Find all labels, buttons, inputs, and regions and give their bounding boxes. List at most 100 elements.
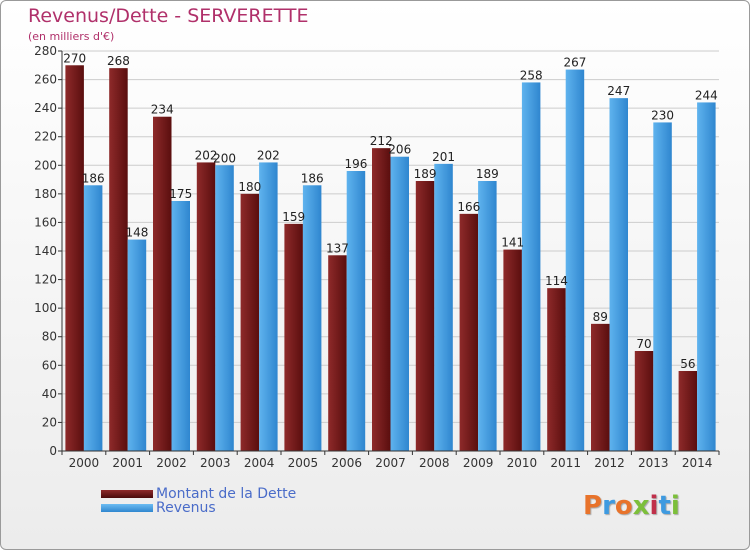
bar-dette xyxy=(547,288,566,451)
data-label-dette: 89 xyxy=(593,310,608,324)
bar-revenus xyxy=(434,163,453,451)
data-label-revenus: 267 xyxy=(563,56,586,70)
data-label-revenus: 202 xyxy=(257,148,280,162)
data-label-revenus: 201 xyxy=(432,150,455,164)
y-tick-label: 140 xyxy=(34,244,57,258)
data-label-dette: 268 xyxy=(107,54,130,68)
x-tick-label: 2007 xyxy=(375,456,406,470)
y-tick-label: 40 xyxy=(42,387,57,401)
bar-dette xyxy=(459,213,479,451)
logo-letter: x xyxy=(632,491,650,521)
legend-swatch-revenus xyxy=(101,504,153,512)
bar-revenus xyxy=(697,102,716,451)
data-label-dette: 114 xyxy=(545,274,568,288)
x-tick-label: 2014 xyxy=(682,456,713,470)
bar-dette xyxy=(372,148,391,451)
bar-chart: 2701862681482341752022001802021591861371… xyxy=(34,44,720,470)
x-tick-label: 2000 xyxy=(69,456,100,470)
legend-swatch-dette xyxy=(101,490,153,498)
x-tick-label: 2013 xyxy=(638,456,669,470)
chart-title: Revenus/Dette - SERVERETTE xyxy=(28,5,309,27)
bar-revenus xyxy=(127,239,147,451)
y-tick-label: 100 xyxy=(34,301,57,315)
data-label-revenus: 258 xyxy=(520,68,543,82)
data-label-revenus: 244 xyxy=(695,88,718,102)
y-tick-label: 260 xyxy=(34,73,57,87)
bar-revenus xyxy=(171,201,190,451)
x-tick-label: 2011 xyxy=(550,456,581,470)
bar-revenus xyxy=(302,185,322,452)
bar-dette xyxy=(591,323,610,451)
chart-subtitle: (en milliers d'€) xyxy=(28,30,115,43)
bar-revenus xyxy=(390,156,409,451)
data-label-dette: 141 xyxy=(501,236,524,250)
logo-letter: o xyxy=(614,491,633,521)
bar-revenus xyxy=(215,165,234,452)
data-label-dette: 70 xyxy=(636,337,651,351)
data-label-dette: 212 xyxy=(370,134,393,148)
bar-dette xyxy=(678,371,698,451)
data-label-revenus: 206 xyxy=(388,143,411,157)
bar-revenus xyxy=(346,171,366,451)
data-label-dette: 270 xyxy=(63,51,86,65)
bar-dette xyxy=(153,116,172,451)
bar-revenus xyxy=(609,98,628,452)
y-tick-label: 200 xyxy=(34,158,57,172)
y-tick-label: 120 xyxy=(34,273,57,287)
data-label-dette: 56 xyxy=(680,357,695,371)
y-tick-label: 0 xyxy=(49,444,57,458)
bar-dette xyxy=(65,65,84,452)
logo-letter: i xyxy=(670,491,680,521)
bar-dette xyxy=(240,193,260,451)
bar-dette xyxy=(328,255,347,451)
data-label-revenus: 196 xyxy=(344,157,367,171)
bar-revenus xyxy=(521,82,541,451)
x-tick-label: 2012 xyxy=(594,456,625,470)
y-tick-label: 80 xyxy=(42,330,57,344)
data-label-revenus: 186 xyxy=(82,171,105,185)
logo-letter: r xyxy=(602,491,615,521)
data-label-dette: 189 xyxy=(414,167,437,181)
legend-label-revenus: Revenus xyxy=(156,500,216,516)
data-label-dette: 180 xyxy=(238,180,261,194)
data-label-revenus: 148 xyxy=(125,226,148,240)
data-label-revenus: 200 xyxy=(213,151,236,165)
bar-revenus xyxy=(478,181,497,451)
x-tick-label: 2005 xyxy=(288,456,319,470)
y-tick-label: 220 xyxy=(34,130,57,144)
data-label-revenus: 186 xyxy=(301,171,324,185)
x-tick-label: 2001 xyxy=(112,456,143,470)
x-tick-label: 2003 xyxy=(200,456,231,470)
legend-label-dette: Montant de la Dette xyxy=(156,486,297,502)
data-label-dette: 234 xyxy=(151,103,174,117)
data-label-revenus: 175 xyxy=(169,187,192,201)
logo-letter: i xyxy=(649,491,659,521)
y-tick-label: 180 xyxy=(34,187,57,201)
x-tick-label: 2004 xyxy=(244,456,275,470)
y-tick-label: 20 xyxy=(42,415,57,429)
bar-revenus xyxy=(83,185,103,452)
x-tick-label: 2010 xyxy=(507,456,538,470)
y-tick-label: 60 xyxy=(42,358,57,372)
y-tick-label: 240 xyxy=(34,101,57,115)
bar-dette xyxy=(109,68,128,452)
x-tick-label: 2006 xyxy=(331,456,362,470)
bar-dette xyxy=(415,181,435,451)
bar-dette xyxy=(634,351,654,451)
bar-dette xyxy=(284,223,303,451)
logo-letter: P xyxy=(583,491,603,521)
bar-revenus xyxy=(259,162,278,451)
bar-revenus xyxy=(565,69,585,452)
bar-dette xyxy=(503,249,522,451)
proxiti-logo: Proxiti xyxy=(583,491,680,521)
data-label-dette: 159 xyxy=(282,210,305,224)
data-label-dette: 202 xyxy=(195,148,218,162)
data-label-dette: 137 xyxy=(326,241,349,255)
logo-letter: t xyxy=(658,491,671,521)
x-tick-label: 2009 xyxy=(463,456,494,470)
x-tick-label: 2002 xyxy=(156,456,187,470)
data-label-revenus: 189 xyxy=(476,167,499,181)
y-tick-label: 160 xyxy=(34,215,57,229)
bar-dette xyxy=(196,162,216,451)
